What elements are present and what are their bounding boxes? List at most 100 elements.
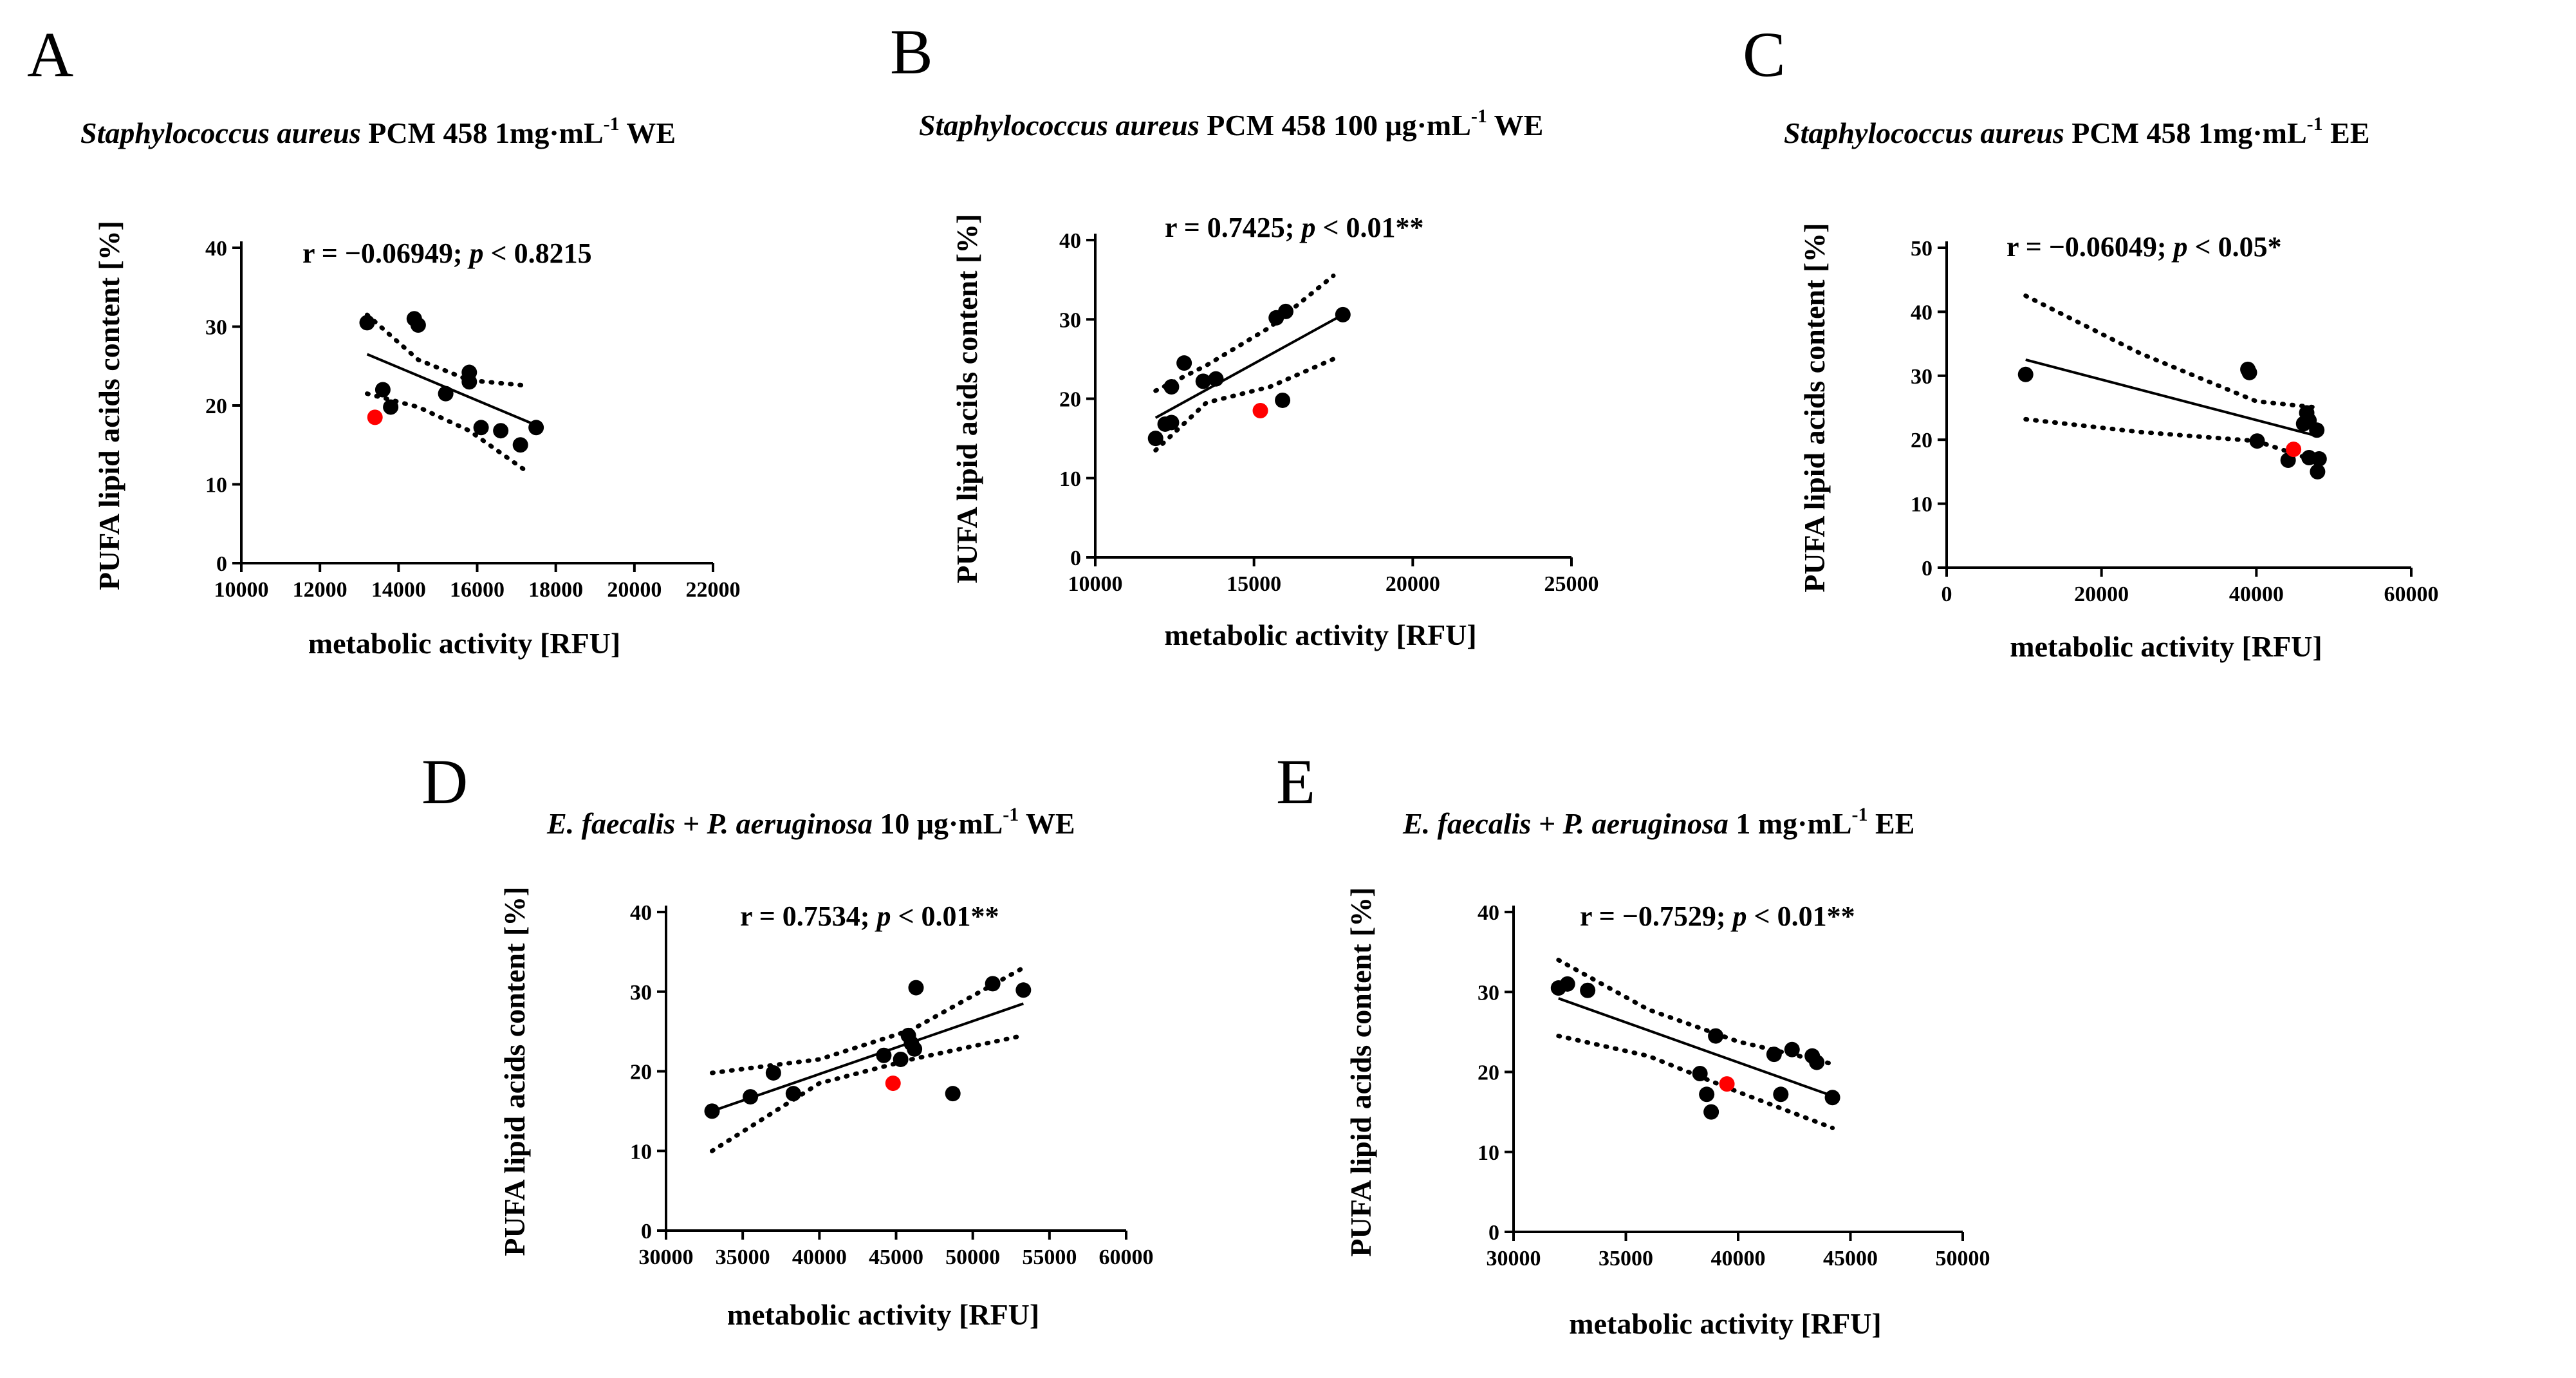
y-tick-label: 0	[1070, 546, 1081, 570]
chart-title: E. faecalis + P. aeruginosa 10 μg·mL-1 W…	[546, 804, 1075, 840]
y-tick-label: 10	[1911, 493, 1932, 517]
panel-letter: A	[27, 19, 73, 90]
data-point	[1824, 1090, 1840, 1106]
x-tick-label: 40000	[1711, 1247, 1766, 1271]
y-tick-label: 40	[1478, 901, 1499, 925]
data-point	[1335, 306, 1351, 322]
data-point	[1208, 371, 1224, 387]
panel-c: C Staphylococcus aureus PCM 458 1mg·mL-1 …	[1743, 19, 2439, 663]
title-extract: EE	[2323, 116, 2370, 149]
y-tick-label: 30	[630, 981, 652, 1005]
data-point	[785, 1086, 801, 1102]
title-organism: Staphylococcus aureus	[919, 109, 1200, 142]
confidence-band-lower	[710, 1033, 1026, 1153]
data-point	[2311, 451, 2327, 467]
x-tick-label: 15000	[1227, 572, 1281, 596]
title-condition: 10 μg·mL	[873, 807, 1003, 840]
y-axis-label: PUFA lipid acids content [%]	[498, 886, 531, 1256]
title-condition: PCM 458 1mg·mL	[361, 116, 604, 149]
title-organism: Staphylococcus aureus	[80, 116, 361, 149]
stat-p-symbol: p	[467, 237, 484, 269]
panel-d: D E. faecalis + P. aeruginosa 10 μg·mL-1 …	[422, 746, 1154, 1331]
data-point	[493, 423, 509, 439]
x-tick-label: 25000	[1544, 572, 1599, 596]
data-point	[1278, 303, 1293, 319]
stat-p-symbol: p	[1730, 900, 1747, 932]
data-point	[2017, 366, 2034, 382]
x-axis-label: metabolic activity [RFU]	[1164, 619, 1476, 651]
x-axis-label: metabolic activity [RFU]	[1569, 1307, 1881, 1340]
confidence-band-upper	[710, 965, 1026, 1075]
x-tick-label: 30000	[1487, 1247, 1541, 1271]
data-point	[2241, 364, 2257, 380]
x-tick-label: 45000	[869, 1245, 923, 1269]
data-point	[945, 1086, 961, 1102]
x-tick-label: 60000	[2384, 582, 2439, 606]
title-condition: PCM 458 1mg·mL	[2064, 116, 2307, 149]
x-tick-label: 50000	[1936, 1247, 1990, 1271]
data-point	[375, 382, 391, 398]
data-point	[1176, 355, 1192, 371]
confidence-band-upper	[1556, 958, 1835, 1066]
confidence-band-lower	[1153, 357, 1336, 453]
panel-letter: B	[890, 16, 933, 88]
chart-title: Staphylococcus aureus PCM 458 1mg·mL-1 E…	[1784, 113, 2370, 149]
y-tick-label: 20	[1059, 388, 1081, 412]
x-tick-label: 18000	[528, 578, 583, 602]
data-point	[1147, 431, 1163, 447]
stat-p-value: < 0.8215	[484, 237, 592, 269]
x-tick-label: 35000	[1598, 1247, 1653, 1271]
y-tick-label: 0	[216, 552, 227, 576]
data-point	[1708, 1028, 1724, 1044]
y-tick-label: 30	[205, 316, 227, 340]
y-axis-label: PUFA lipid acids content [%]	[93, 221, 125, 590]
x-tick-label: 20000	[607, 578, 662, 602]
confidence-band-upper	[2023, 293, 2322, 410]
confidence-band-lower	[1556, 1034, 1835, 1130]
x-tick-label: 60000	[1099, 1245, 1154, 1269]
x-tick-label: 55000	[1022, 1245, 1077, 1269]
x-axis-label: metabolic activity [RFU]	[308, 627, 620, 660]
confidence-band-upper	[1153, 273, 1336, 393]
data-point	[528, 420, 544, 436]
data-point	[2309, 422, 2325, 438]
data-point	[512, 437, 528, 453]
confidence-band-lower	[364, 391, 531, 475]
x-tick-label: 40000	[792, 1245, 847, 1269]
correlation-stat: r = 0.7534; p < 0.01**	[740, 900, 999, 932]
chart-title: E. faecalis + P. aeruginosa 1 mg·mL-1 EE	[1402, 804, 1914, 840]
x-tick-label: 10000	[214, 578, 269, 602]
highlighted-data-point	[2286, 442, 2302, 458]
y-tick-label: 40	[205, 237, 227, 261]
data-point	[1580, 982, 1596, 998]
highlighted-data-point	[1252, 402, 1268, 418]
stat-p-value: < 0.01**	[1315, 212, 1423, 243]
panel-letter: D	[422, 746, 468, 817]
panel-letter: C	[1743, 19, 1786, 90]
data-point	[2310, 463, 2326, 480]
data-point	[1809, 1054, 1825, 1070]
y-tick-label: 10	[630, 1140, 652, 1164]
stat-p-value: < 0.01**	[891, 900, 999, 932]
confidence-band-lower	[2023, 416, 2322, 465]
stat-r: r = 0.7425;	[1165, 212, 1301, 243]
title-extract: EE	[1868, 807, 1915, 840]
stat-r: r = −0.06949;	[302, 237, 470, 269]
panel-letter: E	[1276, 746, 1315, 817]
y-tick-label: 50	[1911, 237, 1932, 261]
data-point	[1163, 379, 1180, 395]
title-condition: 1 mg·mL	[1728, 807, 1852, 840]
title-extract: WE	[1487, 109, 1543, 142]
stat-p-symbol: p	[2171, 231, 2188, 263]
x-tick-label: 30000	[639, 1245, 694, 1269]
data-point	[1163, 414, 1180, 431]
title-superscript: -1	[1003, 804, 1019, 825]
correlation-stat: r = 0.7425; p < 0.01**	[1165, 212, 1424, 243]
y-tick-label: 0	[1488, 1221, 1499, 1245]
title-extract: WE	[620, 116, 676, 149]
x-tick-label: 20000	[2074, 582, 2129, 606]
stat-p-value: < 0.01**	[1747, 900, 1855, 932]
panel-e: E E. faecalis + P. aeruginosa 1 mg·mL-1 E…	[1276, 746, 1990, 1340]
y-tick-label: 40	[1059, 229, 1081, 253]
